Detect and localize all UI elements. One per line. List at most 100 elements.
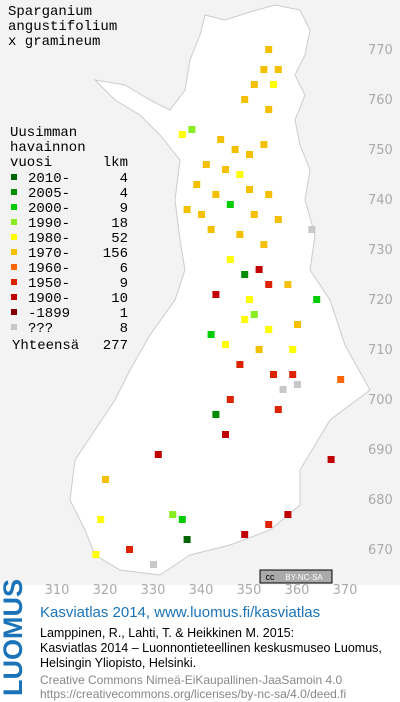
y-tick-label: 700 <box>368 393 393 408</box>
observation <box>250 81 258 88</box>
observation <box>294 381 301 388</box>
citation: Helsingin Yliopisto, Helsinki. <box>40 656 196 670</box>
observation <box>250 211 258 218</box>
x-tick-label: 310 <box>45 583 70 598</box>
observation <box>217 136 225 143</box>
citation: Lamppinen, R., Lahti, T. & Heikkinen M. … <box>40 626 294 640</box>
observation <box>207 226 215 233</box>
observation <box>284 281 292 288</box>
y-tick-label: 720 <box>368 293 393 308</box>
license: https://creativecommons.org/licenses/by-… <box>40 687 346 701</box>
observation <box>250 311 258 318</box>
legend-count: 8 <box>120 321 128 337</box>
legend-label: 1960- <box>28 261 70 277</box>
observation <box>265 326 273 333</box>
observation <box>150 561 157 568</box>
species-title: angustifolium <box>8 19 117 35</box>
legend-count: 1 <box>120 306 128 322</box>
observation <box>255 346 263 353</box>
observation <box>270 81 277 88</box>
observation <box>265 191 273 198</box>
legend-label: 1900- <box>28 291 70 307</box>
observation <box>236 171 244 178</box>
legend-swatch <box>11 219 17 225</box>
legend-label: 1990- <box>28 216 70 232</box>
observation <box>154 451 162 458</box>
x-tick-label: 360 <box>285 583 310 598</box>
observation <box>212 191 220 198</box>
legend-count-heading: lkm <box>103 155 128 171</box>
observation <box>202 161 210 168</box>
legend-swatch <box>11 204 17 210</box>
total: 277 <box>103 338 128 354</box>
total-label: Yhteensä <box>12 338 79 354</box>
legend-label: 2010- <box>28 171 70 187</box>
y-tick-label: 740 <box>368 193 393 208</box>
observation <box>126 546 133 553</box>
y-tick-label: 680 <box>368 493 393 508</box>
observation <box>193 181 201 188</box>
x-tick-label: 320 <box>93 583 118 598</box>
legend-count: 156 <box>103 246 128 262</box>
legend-count: 6 <box>120 261 128 277</box>
badge-cc: cc <box>266 572 276 582</box>
observation <box>236 231 244 238</box>
legend-swatch <box>11 174 17 180</box>
legend-swatch <box>11 294 17 300</box>
legend-swatch <box>11 249 17 255</box>
observation <box>212 411 220 418</box>
site: Kasviatlas 2014, www.luomus.fi/kasviatla… <box>40 604 320 621</box>
legend-label: ??? <box>28 321 53 337</box>
legend-count: 52 <box>111 231 128 247</box>
observation <box>327 456 335 463</box>
observation <box>308 226 316 233</box>
legend-heading: Uusimman <box>10 125 77 141</box>
citation: Kasviatlas 2014 – Luonnontieteellinen ke… <box>40 641 382 655</box>
legend-count: 4 <box>120 171 128 187</box>
legend-count: 9 <box>120 276 128 292</box>
observation <box>274 216 282 223</box>
observation <box>236 361 244 368</box>
observation <box>222 341 229 348</box>
observation <box>284 511 292 518</box>
observation <box>92 551 100 558</box>
observation <box>274 66 282 73</box>
observation <box>265 106 273 113</box>
legend-label: -1899 <box>28 306 70 322</box>
observation <box>241 531 249 538</box>
legend-heading: havainnon <box>10 140 86 156</box>
y-tick-label: 730 <box>368 243 393 258</box>
legend-count: 18 <box>111 216 128 232</box>
legend-swatch <box>11 324 17 330</box>
observation <box>246 186 253 193</box>
observation <box>265 281 273 288</box>
observation <box>260 66 268 73</box>
legend-count: 10 <box>111 291 128 307</box>
observation <box>289 371 297 378</box>
badge: cc BY-NC-SA <box>259 569 333 584</box>
observation <box>183 536 191 543</box>
x-tick-label: 350 <box>237 583 262 598</box>
observation <box>102 476 109 483</box>
observation <box>294 321 301 328</box>
observation <box>97 516 105 523</box>
observation <box>246 151 253 158</box>
legend-label: 1970- <box>28 246 70 262</box>
observation <box>226 396 234 403</box>
observation <box>207 331 215 338</box>
y-tick-label: 690 <box>368 443 393 458</box>
legend-heading: vuosi <box>10 155 52 171</box>
legend-swatch <box>11 279 17 285</box>
observation <box>178 131 186 138</box>
observation <box>241 271 249 278</box>
y-tick-label: 760 <box>368 93 393 108</box>
species-title: Sparganium <box>8 4 92 20</box>
license: Creative Commons Nimeä-EiKaupallinen-Jaa… <box>40 673 342 687</box>
legend-swatch <box>11 234 17 240</box>
observation <box>289 346 297 353</box>
y-tick-label: 710 <box>368 343 393 358</box>
observation <box>226 256 234 263</box>
observation <box>265 46 273 53</box>
observation <box>279 386 287 393</box>
